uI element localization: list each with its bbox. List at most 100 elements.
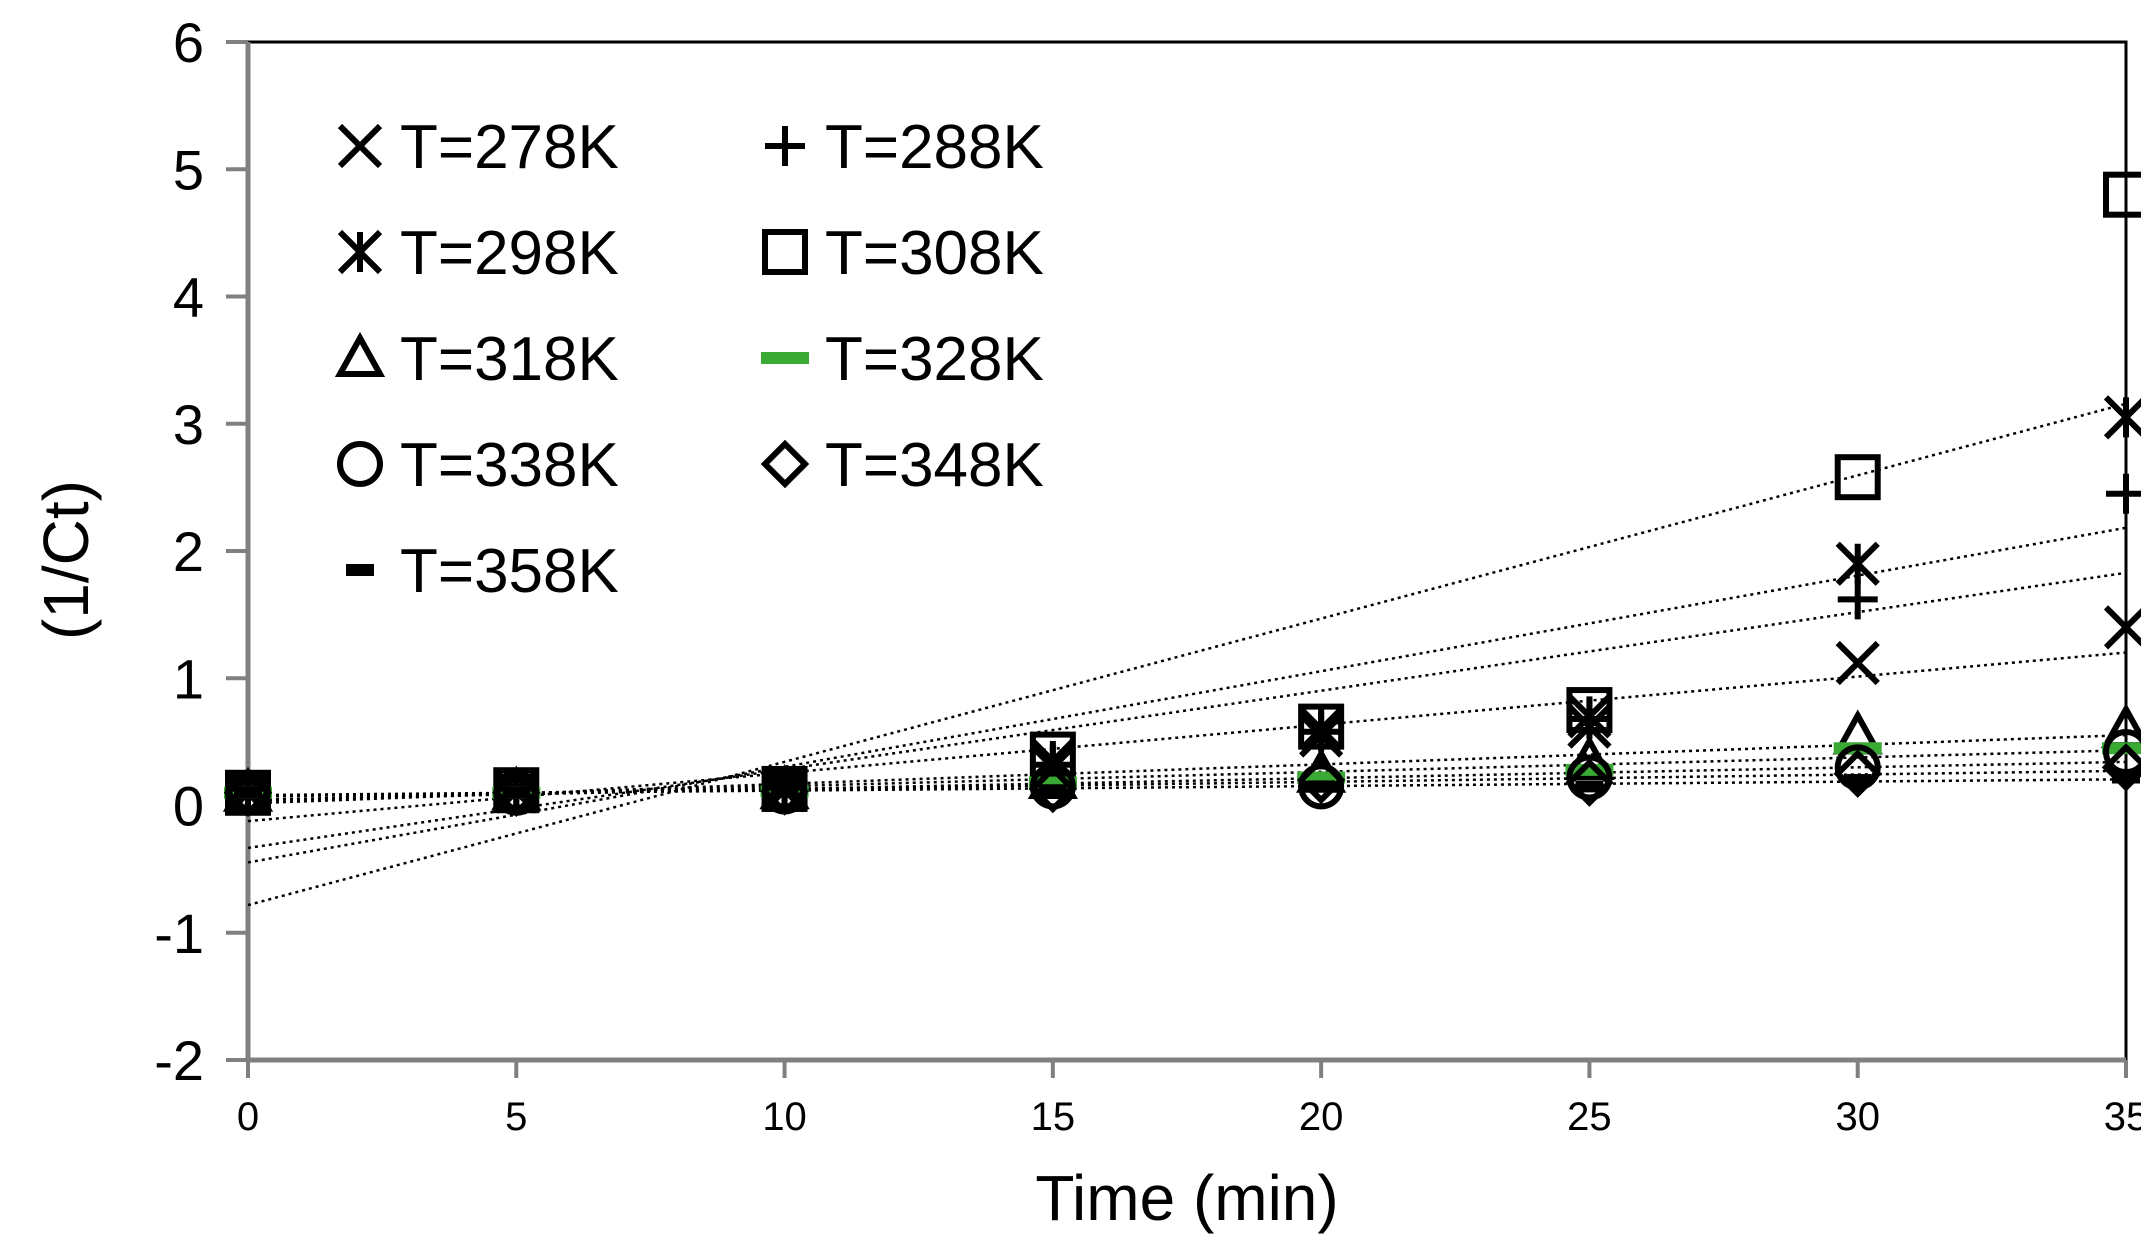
data-point bbox=[2101, 743, 2141, 792]
legend: T=278K T=288K T=298K T=308K T=318K T=328K T=33… bbox=[334, 113, 1044, 606]
data-point bbox=[2103, 171, 2141, 218]
data-point bbox=[1038, 784, 1067, 797]
legend-label: T=278K bbox=[400, 113, 619, 182]
y-tick-label: -2 bbox=[154, 1029, 204, 1092]
circle-shape bbox=[1566, 754, 1613, 801]
small-dash-shape bbox=[770, 785, 799, 798]
legend-item: T=338K bbox=[337, 431, 619, 500]
legend-item: T=278K bbox=[337, 113, 619, 182]
data-point bbox=[770, 785, 799, 798]
trendline bbox=[247, 526, 2127, 864]
legend-item: T=358K bbox=[346, 537, 619, 606]
small-dash-shape bbox=[2112, 771, 2140, 784]
x-stroke bbox=[1835, 640, 1880, 686]
legend-label: T=298K bbox=[400, 219, 619, 288]
x-tick-label: 5 bbox=[505, 1095, 527, 1139]
square-shape bbox=[1834, 454, 1881, 501]
data-point bbox=[1566, 754, 1613, 801]
data-point bbox=[1029, 731, 1076, 778]
y-axis-title: (1/Ct) bbox=[30, 480, 102, 640]
legend-label: T=318K bbox=[400, 325, 619, 394]
data-point bbox=[1307, 780, 1336, 793]
data-point bbox=[2112, 771, 2140, 784]
data-point bbox=[1837, 579, 1878, 620]
small-dash-shape bbox=[1843, 774, 1872, 787]
x-stroke bbox=[2103, 608, 2141, 650]
dash-shape bbox=[761, 352, 809, 364]
data-point bbox=[223, 768, 273, 818]
x-tick-label: 30 bbox=[1835, 1095, 1880, 1139]
small-dash-shape bbox=[502, 786, 531, 799]
data-point bbox=[1575, 780, 1604, 793]
small-dash-shape bbox=[346, 564, 374, 576]
marker-diamond bbox=[760, 439, 810, 489]
diamond-shape bbox=[760, 439, 810, 489]
small-dash-shape bbox=[1038, 784, 1067, 797]
y-tick-label: -1 bbox=[154, 902, 204, 965]
data-point bbox=[1835, 541, 1880, 586]
diamond-shape bbox=[1833, 749, 1882, 798]
x-tick-label: 15 bbox=[1031, 1095, 1076, 1139]
square-shape bbox=[762, 229, 808, 275]
y-tick-label: 0 bbox=[173, 775, 204, 838]
marker-circle bbox=[337, 441, 383, 487]
data-point bbox=[1833, 749, 1882, 798]
data-point bbox=[1843, 774, 1872, 787]
data-point bbox=[1565, 758, 1614, 807]
marker-square bbox=[762, 229, 808, 275]
data-point bbox=[1834, 454, 1881, 501]
data-point bbox=[502, 786, 531, 799]
data-point bbox=[492, 768, 541, 818]
legend-label: T=328K bbox=[825, 325, 1044, 394]
legend-label: T=358K bbox=[400, 537, 619, 606]
data-point bbox=[1835, 640, 1880, 686]
data-points bbox=[222, 171, 2141, 818]
trendline bbox=[247, 733, 2127, 805]
marker-dash bbox=[761, 352, 809, 364]
trendline bbox=[247, 402, 2127, 907]
triangle-shape bbox=[334, 331, 386, 377]
circle-shape bbox=[337, 441, 383, 487]
data-point bbox=[2106, 473, 2141, 514]
x-tick-label: 20 bbox=[1299, 1095, 1344, 1139]
legend-item: T=308K bbox=[762, 219, 1044, 288]
y-tick-label: 6 bbox=[173, 11, 204, 74]
marker-x bbox=[337, 123, 383, 169]
trendline bbox=[247, 760, 2127, 802]
marker-plus bbox=[765, 126, 805, 166]
legend-label: T=308K bbox=[825, 219, 1044, 288]
x-stroke bbox=[337, 123, 383, 169]
x-tick-label: 35 bbox=[2104, 1095, 2141, 1139]
data-point bbox=[2103, 395, 2141, 440]
legend-item: T=348K bbox=[760, 431, 1044, 500]
legend-label: T=288K bbox=[825, 113, 1044, 182]
data-point bbox=[1298, 703, 1345, 750]
marker-small-dash bbox=[346, 564, 374, 576]
diamond-shape bbox=[760, 767, 809, 816]
data-point bbox=[2103, 605, 2141, 650]
trendline bbox=[247, 769, 2127, 798]
legend-item: T=298K bbox=[337, 219, 619, 288]
trendline bbox=[247, 571, 2127, 850]
small-dash-shape bbox=[1307, 780, 1336, 793]
legend-item: T=328K bbox=[761, 325, 1044, 394]
diamond-shape bbox=[1565, 758, 1614, 807]
data-point bbox=[1566, 687, 1613, 734]
trendline bbox=[247, 778, 2127, 797]
x-tick-label: 25 bbox=[1567, 1095, 1612, 1139]
data-point bbox=[1296, 755, 1346, 805]
diamond-shape bbox=[492, 768, 541, 818]
y-tick-label: 3 bbox=[173, 393, 204, 456]
legend-item: T=318K bbox=[334, 325, 619, 394]
y-tick-label: 5 bbox=[173, 138, 204, 201]
data-point bbox=[760, 767, 809, 816]
legend-label: T=348K bbox=[825, 431, 1044, 500]
square-shape bbox=[2103, 171, 2141, 218]
marker-asterisk bbox=[337, 229, 383, 275]
trendline bbox=[247, 749, 2127, 802]
marker-triangle bbox=[334, 331, 386, 377]
data-point bbox=[1028, 764, 1078, 814]
y-tick-label: 2 bbox=[173, 520, 204, 583]
y-tick-label: 4 bbox=[173, 266, 204, 329]
